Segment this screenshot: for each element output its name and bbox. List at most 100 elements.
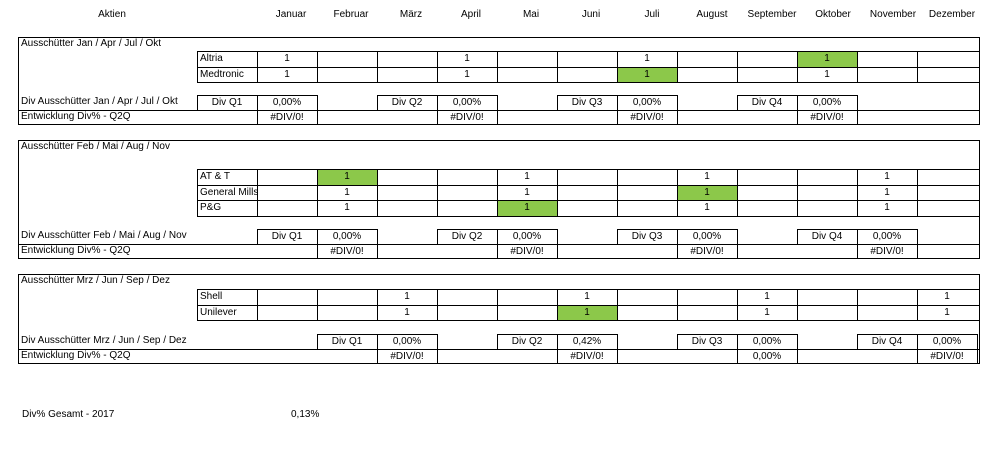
header-month-4: April (460, 9, 482, 20)
stock-grid-col (197, 169, 198, 216)
quarter-value-q4: 0,00% (932, 336, 962, 347)
group-separator (18, 110, 980, 111)
table-row[interactable] (197, 200, 980, 216)
stock-grid-col (917, 51, 918, 82)
quarter-entwicklung-q2: #DIV/0! (510, 245, 544, 257)
header-month-12: Dezember (928, 9, 976, 20)
stock-grid-col (257, 169, 258, 216)
header-aktien: Aktien (98, 9, 126, 20)
stock-grid-top (197, 169, 980, 170)
stock-value-cell: 1 (404, 291, 410, 302)
stock-value-cell: 1 (704, 186, 710, 198)
stock-value-cell: 1 (284, 53, 290, 64)
stock-grid-col (917, 289, 918, 320)
quarter-value-q2: 0,42% (572, 336, 602, 347)
stock-value-cell: 1 (524, 171, 530, 182)
quarter-block-left (257, 228, 258, 244)
group-title-3: Ausschütter Mrz / Jun / Sep / Dez (21, 275, 170, 286)
stock-name: Unilever (200, 306, 237, 318)
quarter-block-mid (257, 95, 258, 125)
stock-grid-col (497, 51, 498, 82)
stock-grid-row (197, 304, 980, 306)
table-row[interactable] (197, 169, 980, 185)
quarter-block-mid (437, 95, 438, 125)
group-separator (18, 243, 980, 245)
header-month-5: Mai (522, 9, 540, 20)
quarter-block-mid (857, 228, 858, 259)
stock-grid-col (797, 169, 798, 216)
quarter-block-right (737, 228, 738, 259)
stock-value-cell: 1 (644, 68, 650, 80)
stock-value-cell: 1 (764, 291, 770, 302)
quarter-block-mid (377, 334, 378, 364)
header-month-8: August (696, 9, 728, 20)
quarter-entwicklung-q1: #DIV/0! (390, 351, 424, 362)
stock-grid-col (797, 289, 798, 320)
table-row[interactable] (197, 67, 980, 83)
stock-name: P&G (200, 202, 222, 213)
quarter-block-mid (617, 95, 618, 125)
quarter-block-left (317, 334, 318, 349)
stock-grid-col (737, 289, 738, 320)
stock-grid-col (497, 169, 498, 216)
div-summary-label: Div Ausschütter Feb / Mai / Aug / Nov (21, 229, 187, 241)
stock-grid-col (617, 51, 618, 82)
header-month-1: Januar (275, 9, 307, 20)
highlight-cell (318, 170, 377, 185)
quarter-label-q3: Div Q3 (571, 97, 603, 108)
quarter-label-q1: Div Q1 (271, 230, 303, 242)
stock-grid-col (857, 51, 858, 82)
quarter-block-left (437, 228, 438, 244)
quarter-entwicklung-q3: #DIV/0! (690, 245, 724, 257)
header-month-3: März (399, 9, 423, 20)
stock-grid-col (317, 51, 318, 82)
quarter-label-q3: Div Q3 (691, 336, 723, 347)
header-month-11: November (869, 9, 917, 20)
stock-value-cell: 1 (344, 171, 350, 182)
highlight-cell (498, 201, 557, 216)
quarter-label-q1: Div Q1 (211, 97, 243, 108)
quarter-entwicklung-q4: #DIV/0! (870, 245, 904, 257)
stock-grid-col (617, 169, 618, 216)
quarter-entwicklung-q4: #DIV/0! (810, 112, 844, 123)
stock-value-cell: 1 (404, 306, 410, 318)
stock-grid-row (197, 66, 980, 68)
entwicklung-label: Entwicklung Div% - Q2Q (21, 244, 131, 256)
quarter-label-q2: Div Q2 (511, 336, 543, 347)
stock-grid-col (797, 51, 798, 82)
quarter-entwicklung-q3: 0,00% (752, 351, 782, 362)
stock-grid-col (497, 289, 498, 320)
quarter-label-q2: Div Q2 (451, 230, 483, 242)
header-month-9: September (747, 9, 797, 20)
group-box-1 (18, 37, 980, 125)
stock-value-cell: 1 (644, 53, 650, 64)
header-month-10: Oktober (815, 9, 851, 20)
stock-grid-col (377, 51, 378, 82)
stock-grid-col (377, 289, 378, 320)
stock-grid-col (257, 289, 258, 320)
highlight-cell (678, 185, 737, 200)
stock-grid-col (677, 289, 678, 320)
stock-grid-col (197, 51, 198, 82)
stock-grid-col (857, 169, 858, 216)
table-row[interactable] (197, 185, 980, 201)
quarter-entwicklung-q2: #DIV/0! (450, 112, 484, 123)
quarter-block-mid (917, 334, 918, 364)
stock-grid-top (197, 51, 980, 52)
stock-grid-row (197, 200, 980, 201)
stock-grid-row (197, 184, 980, 186)
header-month-2: Februar (333, 9, 369, 20)
stock-name: Altria (200, 53, 223, 64)
group-title-2: Ausschütter Feb / Mai / Aug / Nov (21, 141, 170, 152)
header-month-7: Juli (644, 9, 660, 20)
stock-grid-col (917, 169, 918, 216)
quarter-value-q3: 0,00% (752, 336, 782, 347)
quarter-block-mid (317, 228, 318, 259)
table-row[interactable] (197, 51, 980, 67)
quarter-block-mid (677, 228, 678, 259)
stock-grid-row (197, 320, 980, 321)
stock-value-cell: 1 (524, 202, 530, 213)
quarter-block-left (557, 95, 558, 110)
quarter-block-mid (557, 334, 558, 364)
quarter-block-left (377, 95, 378, 110)
